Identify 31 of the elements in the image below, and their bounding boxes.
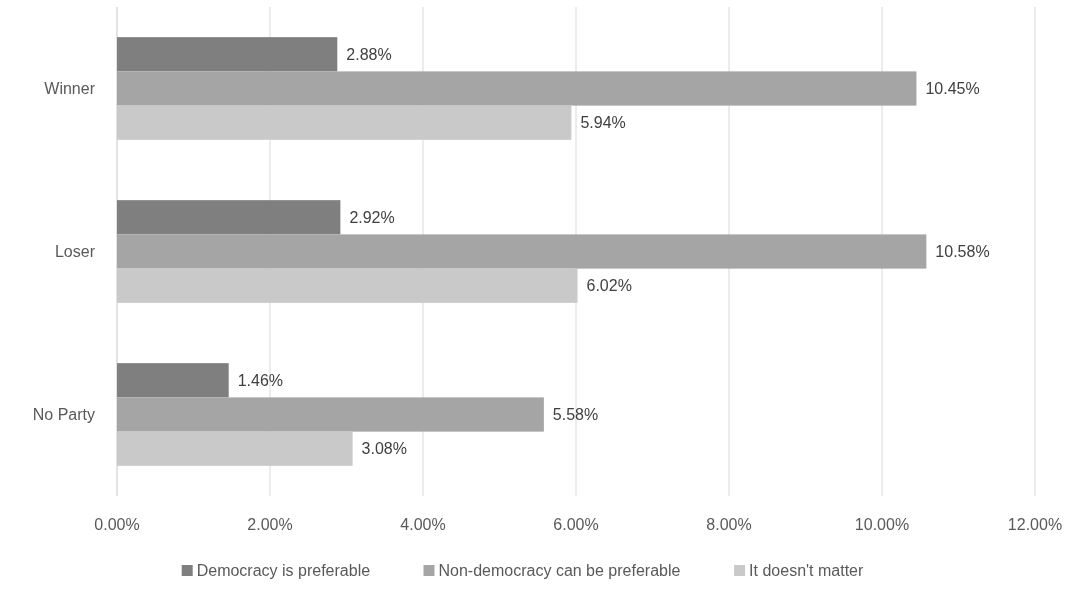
data-label: 5.94% <box>580 114 626 132</box>
x-tick-label: 8.00% <box>706 516 752 533</box>
data-label: 3.08% <box>361 440 407 458</box>
bar <box>117 363 229 398</box>
x-tick-label: 10.00% <box>854 516 910 533</box>
x-tick-label: 4.00% <box>400 516 446 533</box>
x-tick-label: 0.00% <box>94 516 140 533</box>
legend-label: Democracy is preferable <box>196 562 371 579</box>
legend-label: It doesn't matter <box>749 562 864 579</box>
legend-label: Non-democracy can be preferable <box>438 562 681 579</box>
data-label: 2.88% <box>346 45 392 63</box>
data-label: 10.58% <box>935 243 990 261</box>
bar <box>117 397 544 432</box>
y-tick-label: Winner <box>44 80 96 98</box>
data-label: 10.45% <box>925 80 980 98</box>
bar <box>117 431 353 466</box>
y-tick-label: No Party <box>32 406 95 424</box>
data-label: 2.92% <box>349 208 395 226</box>
bar <box>117 71 917 106</box>
x-tick-label: 6.00% <box>553 516 599 533</box>
bar <box>117 234 927 269</box>
data-label: 1.46% <box>237 371 284 389</box>
bar <box>117 268 578 303</box>
x-tick-label: 12.00% <box>1007 516 1063 533</box>
data-label: 5.58% <box>552 406 599 424</box>
bar <box>117 37 338 72</box>
y-tick-label: Loser <box>54 243 96 261</box>
bar <box>117 200 341 235</box>
x-tick-label: 2.00% <box>247 516 293 533</box>
data-label: 6.02% <box>586 277 632 295</box>
bar <box>117 105 572 140</box>
